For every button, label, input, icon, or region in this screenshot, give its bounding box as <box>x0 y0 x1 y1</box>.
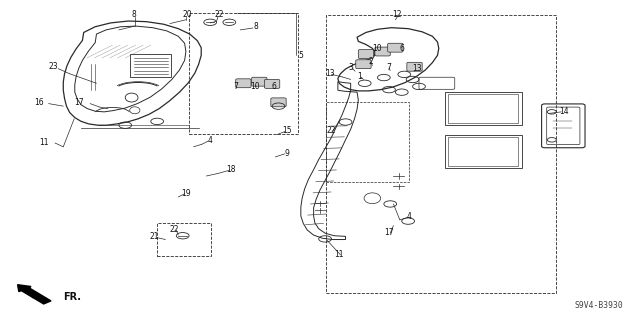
Text: 8: 8 <box>254 22 259 31</box>
Text: 5: 5 <box>298 51 303 60</box>
FancyBboxPatch shape <box>356 60 371 69</box>
Text: 13: 13 <box>325 69 335 78</box>
FancyBboxPatch shape <box>388 43 403 52</box>
FancyBboxPatch shape <box>358 50 374 58</box>
Text: 15: 15 <box>282 126 292 135</box>
Text: 8: 8 <box>131 10 136 19</box>
Text: 13: 13 <box>412 63 422 72</box>
Text: 17: 17 <box>384 228 394 237</box>
FancyBboxPatch shape <box>407 62 422 71</box>
Text: 19: 19 <box>181 189 191 198</box>
Bar <box>326 102 410 182</box>
Text: 4: 4 <box>208 136 212 145</box>
Bar <box>326 15 556 293</box>
FancyBboxPatch shape <box>375 47 390 56</box>
Text: 22: 22 <box>214 10 224 19</box>
FancyBboxPatch shape <box>264 79 280 88</box>
FancyBboxPatch shape <box>252 77 267 86</box>
Text: 2: 2 <box>369 57 374 66</box>
Text: 18: 18 <box>226 165 236 174</box>
Text: 6: 6 <box>271 82 276 91</box>
Text: 14: 14 <box>559 107 569 116</box>
Text: 11: 11 <box>335 250 344 259</box>
Text: 20: 20 <box>182 10 192 19</box>
Text: S9V4-B3930: S9V4-B3930 <box>575 301 623 310</box>
Text: 10: 10 <box>250 82 260 91</box>
Bar <box>189 13 298 134</box>
Text: 4: 4 <box>407 212 412 221</box>
Text: 23: 23 <box>48 62 58 71</box>
Text: FR.: FR. <box>63 292 81 302</box>
FancyBboxPatch shape <box>271 98 286 107</box>
Text: 6: 6 <box>399 44 404 53</box>
Text: 10: 10 <box>372 44 382 53</box>
Text: 22: 22 <box>327 126 336 135</box>
Text: 12: 12 <box>392 10 401 19</box>
Text: 22: 22 <box>170 225 179 234</box>
Text: 16: 16 <box>34 99 44 108</box>
Text: 1: 1 <box>357 72 362 81</box>
Text: 7: 7 <box>233 82 238 91</box>
FancyBboxPatch shape <box>236 79 251 88</box>
FancyArrow shape <box>18 285 51 304</box>
Text: 9: 9 <box>284 149 289 158</box>
Text: 21: 21 <box>149 233 159 241</box>
Text: 7: 7 <box>387 63 392 72</box>
Bar <box>157 223 211 256</box>
Text: 17: 17 <box>74 99 83 108</box>
Text: 11: 11 <box>40 138 49 147</box>
Text: 3: 3 <box>348 63 353 72</box>
